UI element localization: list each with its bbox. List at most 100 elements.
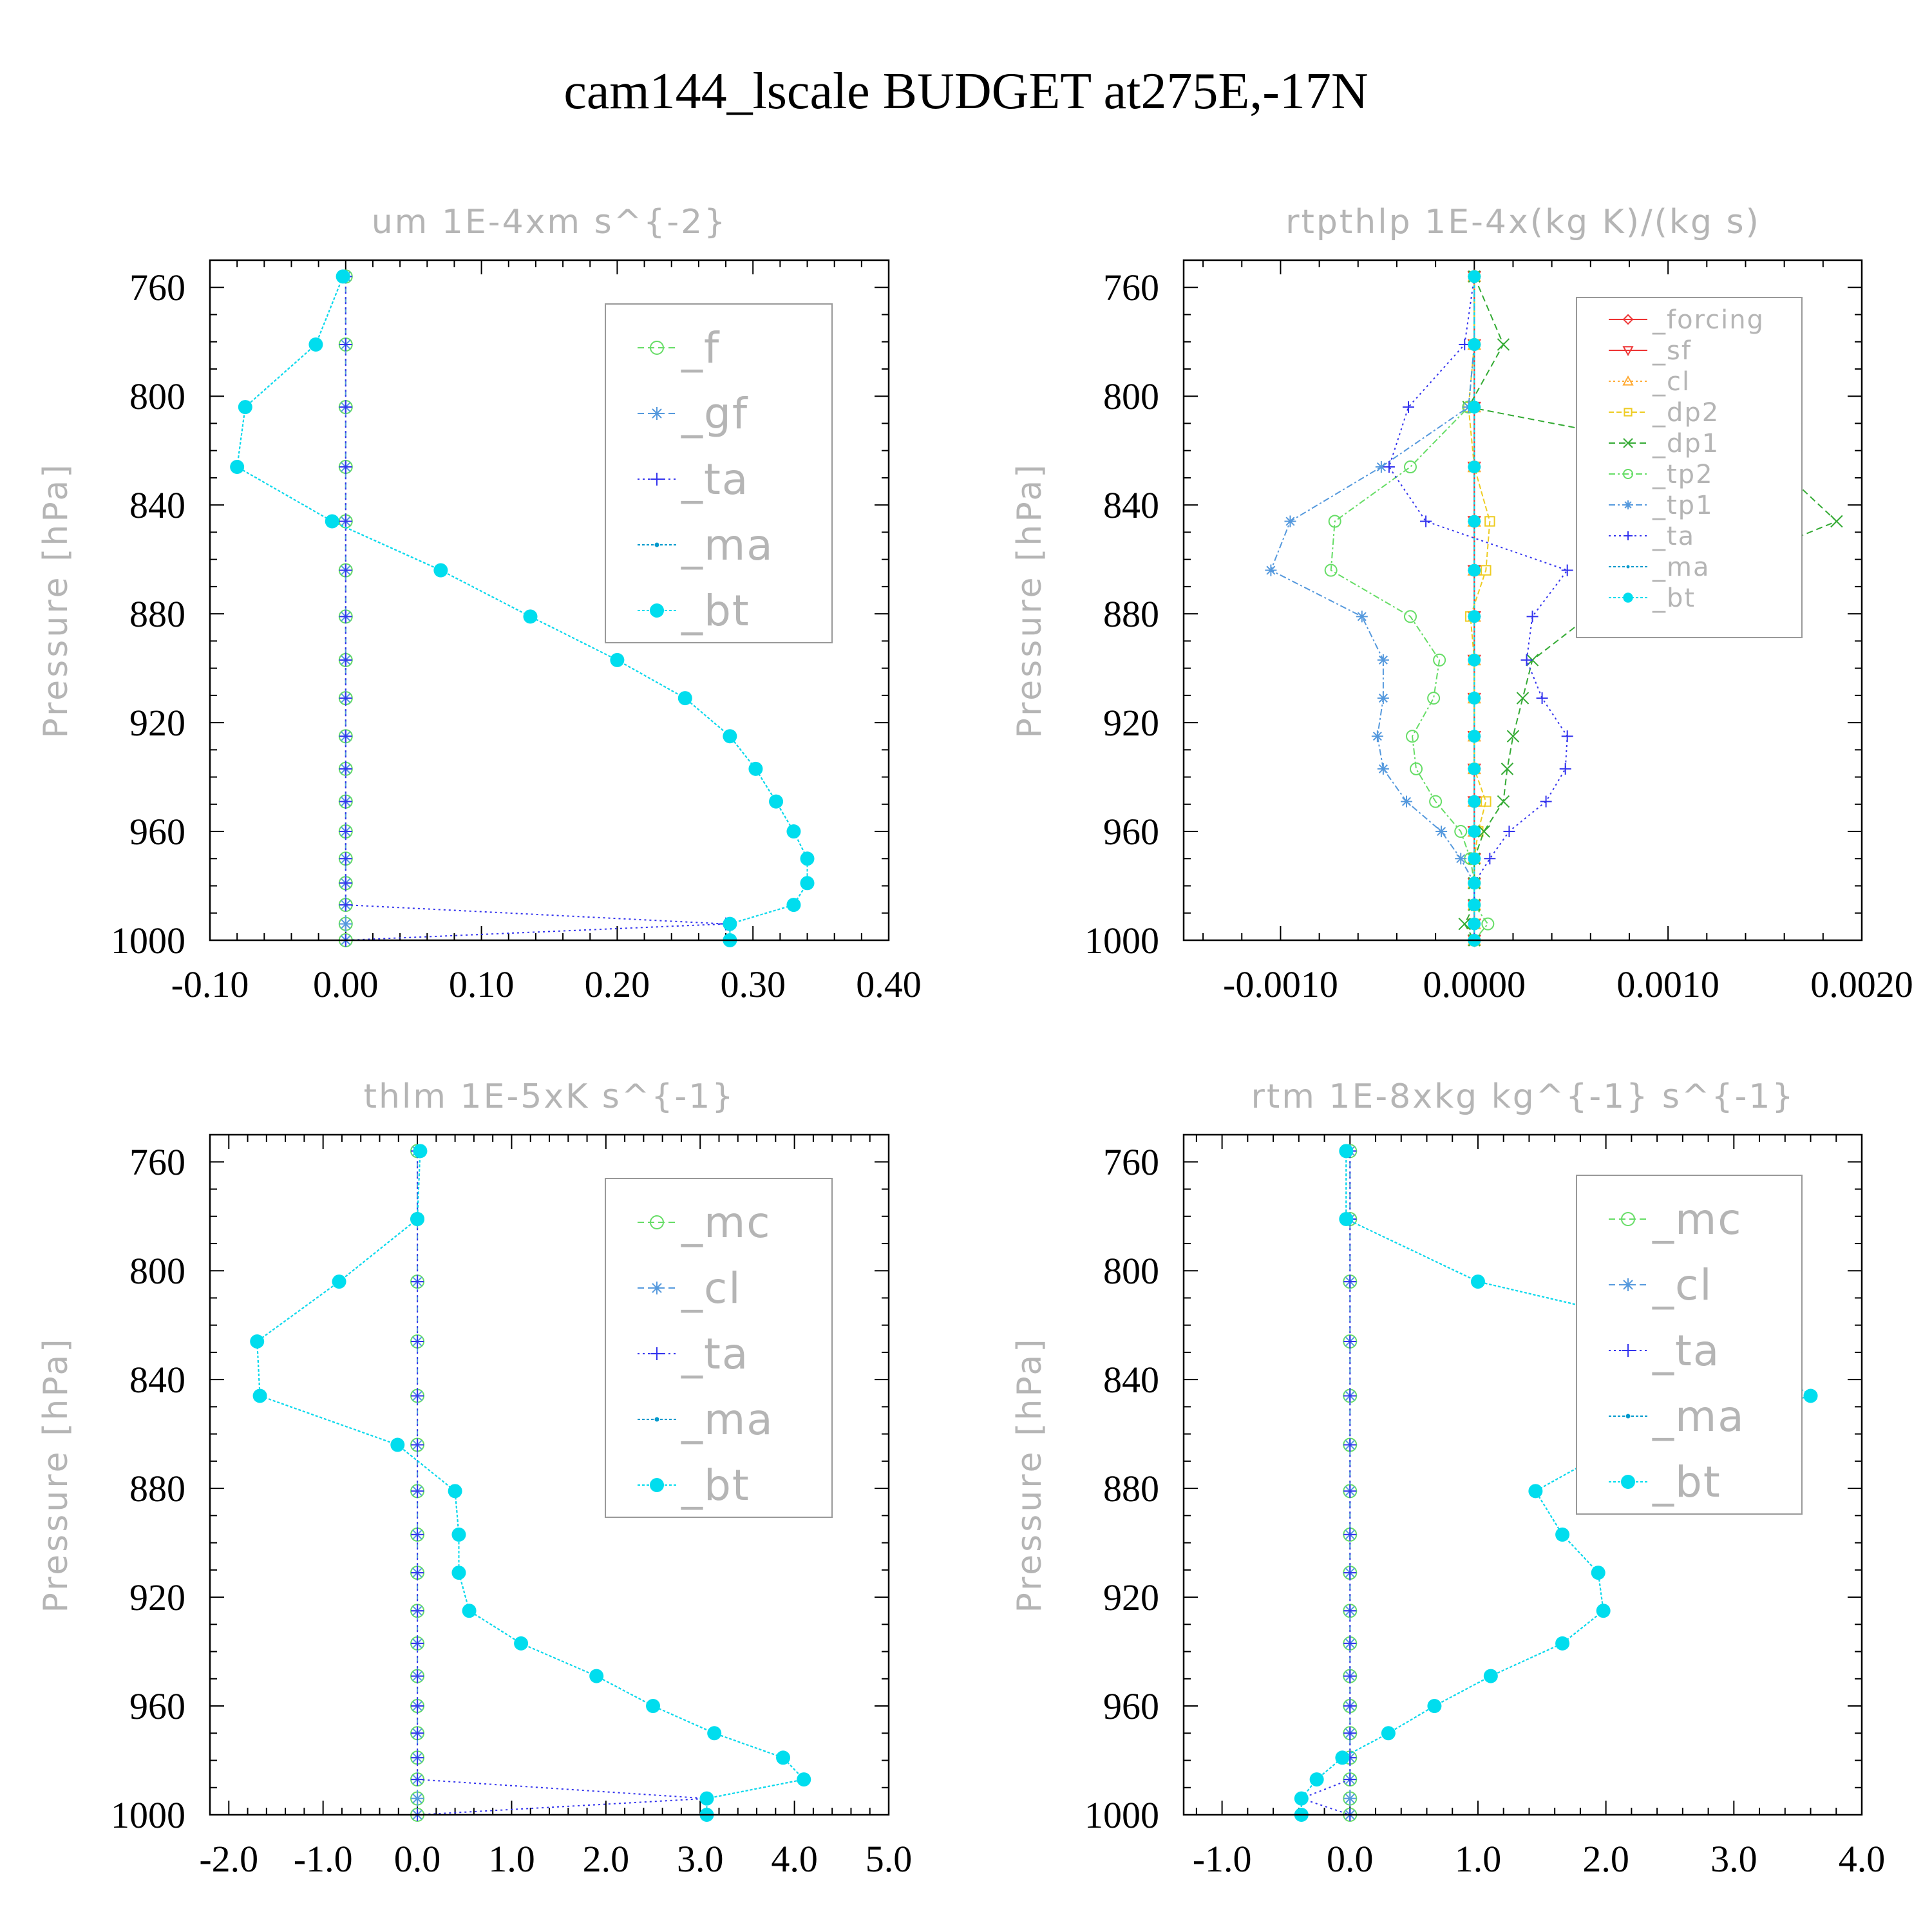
data-point-shape [1481, 565, 1492, 576]
legend-marker [1623, 469, 1633, 479]
data-point-d2 [1830, 515, 1843, 528]
data-point-shape [1484, 516, 1495, 527]
data-point [1540, 795, 1552, 808]
data-point [1458, 917, 1471, 931]
data-point [339, 460, 352, 474]
data-point-shape [800, 876, 815, 891]
data-point [1468, 852, 1481, 866]
data-point [339, 653, 352, 667]
legend-marker-d2 [1623, 438, 1633, 448]
data-point-shape [1481, 796, 1492, 807]
data-point [1468, 270, 1481, 283]
x-tick-label: 2.0 [583, 1838, 630, 1880]
legend-label: _f [681, 323, 720, 373]
data-point [1343, 1700, 1357, 1713]
data-point [786, 898, 801, 913]
data-point-shape [1591, 1566, 1605, 1580]
series-line [1330, 276, 1489, 941]
data-point-shape [1555, 1636, 1570, 1651]
data-point [610, 652, 625, 667]
legend-item-dp2: _dp2 [1609, 398, 1719, 428]
series-line [256, 1151, 806, 1815]
x-tick-label: -1.0 [1193, 1838, 1252, 1880]
data-point [1324, 564, 1338, 577]
data-point [1468, 762, 1481, 775]
data-point [1830, 515, 1843, 528]
legend-item-tp2: _tp2 [1609, 460, 1714, 489]
data-point-shape [410, 1211, 425, 1226]
legend-item-f: _f [638, 323, 720, 373]
data-point-shape [1468, 692, 1481, 705]
series-cl [411, 1144, 424, 1821]
legend-label: _cl [681, 1264, 742, 1313]
legend-box [605, 303, 833, 643]
legend: _mc _cl _ta _ma _bt [1576, 1175, 1803, 1515]
y-tick-label: 880 [129, 593, 185, 635]
data-point-shape [1468, 852, 1481, 866]
y-tick-label: 920 [1103, 702, 1159, 744]
y-tick-label: 1000 [1084, 920, 1159, 961]
data-point-shape [646, 1699, 661, 1714]
data-point-d2 [1401, 797, 1411, 806]
data-point [1433, 653, 1446, 667]
series-bt [230, 269, 815, 947]
legend-marker [1621, 1212, 1635, 1226]
data-point [1555, 1636, 1570, 1651]
legend-item-bt: _bt [1609, 1457, 1720, 1507]
panel-1: um 1E-4xm s^{-2} Pressure [hPa] 760 800 840 8… [37, 203, 922, 1005]
data-point-d2 [1477, 825, 1491, 838]
series-bt [250, 1144, 811, 1822]
legend-item-ma: _ma [638, 520, 773, 570]
data-point [1404, 460, 1417, 474]
data-point [589, 1669, 604, 1683]
x-tick-label: 0.10 [449, 963, 515, 1005]
legend-marker [650, 341, 664, 355]
legend-item-ma: _ma [1609, 553, 1710, 582]
legend-box [605, 1178, 833, 1518]
data-point [238, 400, 252, 415]
data-point [411, 1335, 424, 1349]
legend-label: _gf [681, 389, 748, 439]
legend-marker [650, 1478, 664, 1492]
legend-marker [1622, 1278, 1634, 1291]
legend-marker-shape [1624, 408, 1633, 417]
data-point [1343, 1438, 1357, 1452]
legend-item-ta: _ta [638, 1329, 748, 1379]
legend-label: _dp2 [1652, 398, 1719, 428]
panel-3: thlm 1E-5xK s^{-1} Pressure [hPa] 760 800 84… [37, 1077, 912, 1880]
legend-marker [1622, 346, 1634, 357]
data-point [1343, 1669, 1357, 1683]
data-point [339, 337, 352, 351]
data-point-shape [1803, 1388, 1818, 1403]
x-tick-label: 4.0 [771, 1838, 818, 1880]
data-point [1339, 1211, 1354, 1226]
legend-label: _tp2 [1652, 460, 1714, 489]
data-point [1343, 1604, 1357, 1618]
data-point-shape [332, 1274, 346, 1289]
data-point-d2 [1372, 732, 1382, 741]
data-point [1481, 917, 1495, 931]
data-point-shape [723, 729, 737, 744]
legend-marker-shape [654, 1417, 659, 1422]
data-point-shape [1410, 762, 1423, 775]
legend-marker-shape [1622, 346, 1634, 357]
x-tick-label: 1.0 [488, 1838, 535, 1880]
data-point-shape [523, 609, 538, 624]
data-point-shape [776, 1750, 791, 1765]
data-point [1343, 1528, 1357, 1541]
y-tick-label: 800 [129, 1250, 185, 1292]
series-line [417, 1151, 707, 1815]
data-point-shape [610, 652, 625, 667]
data-point [1343, 1636, 1357, 1650]
data-point [1343, 1773, 1357, 1786]
legend: _f _gf _ta _ma _bt [605, 303, 833, 643]
y-tick-label: 880 [1103, 593, 1159, 635]
data-point [411, 1528, 424, 1541]
data-point-shape [1335, 1750, 1350, 1765]
data-point-d2 [1266, 565, 1276, 575]
data-point-shape [769, 794, 784, 809]
legend-marker [650, 1215, 664, 1229]
data-point-shape [1468, 610, 1481, 623]
legend-label: _cl [1652, 1260, 1713, 1310]
legend-label: _ma [1652, 553, 1710, 582]
